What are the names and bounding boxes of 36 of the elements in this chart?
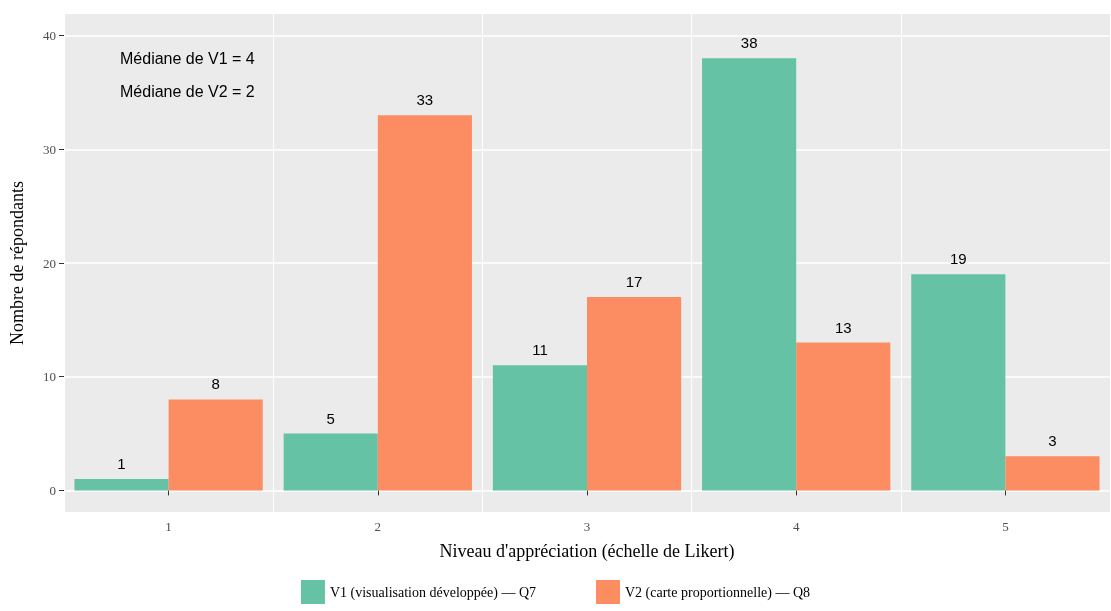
data-label: 33 [416, 91, 434, 109]
y-axis-title: Nombre de répondants [7, 181, 27, 345]
x-tick-label: 1 [165, 519, 172, 534]
bar [587, 297, 682, 491]
legend-label: V2 (carte proportionnelle) — Q8 [625, 584, 811, 601]
data-label: 13 [834, 318, 852, 336]
y-tick-label: 0 [49, 482, 56, 498]
x-tick-label: 4 [792, 519, 800, 534]
bar [796, 342, 891, 491]
x-tick-label: 5 [1002, 519, 1009, 534]
x-tick-label: 2 [374, 519, 382, 534]
bar [702, 58, 797, 491]
bar [74, 479, 169, 491]
x-axis-title: Niveau d'appréciation (échelle de Likert) [439, 541, 735, 562]
bar [911, 274, 1006, 491]
data-label: 38 [740, 34, 758, 52]
data-label: 3 [1048, 432, 1057, 450]
bar [168, 399, 263, 491]
y-tick-label: 30 [43, 141, 56, 157]
data-label: 19 [949, 250, 967, 268]
data-label: 5 [326, 409, 335, 427]
bar [377, 115, 472, 491]
data-label: 1 [117, 455, 126, 473]
bar [283, 433, 378, 491]
x-tick-label: 3 [583, 519, 591, 534]
annotation: Médiane de V1 = 4 [120, 49, 255, 67]
legend-label: V1 (visualisation développée) — Q7 [329, 584, 537, 601]
data-label: 17 [625, 273, 643, 291]
data-label: 11 [532, 341, 548, 359]
y-tick-label: 10 [43, 369, 56, 385]
y-tick-label: 40 [43, 28, 56, 44]
annotation: Médiane de V2 = 2 [120, 82, 255, 100]
data-label: 8 [211, 375, 220, 393]
bar [1005, 456, 1100, 491]
y-tick-label: 20 [43, 255, 56, 271]
bar [492, 365, 587, 491]
